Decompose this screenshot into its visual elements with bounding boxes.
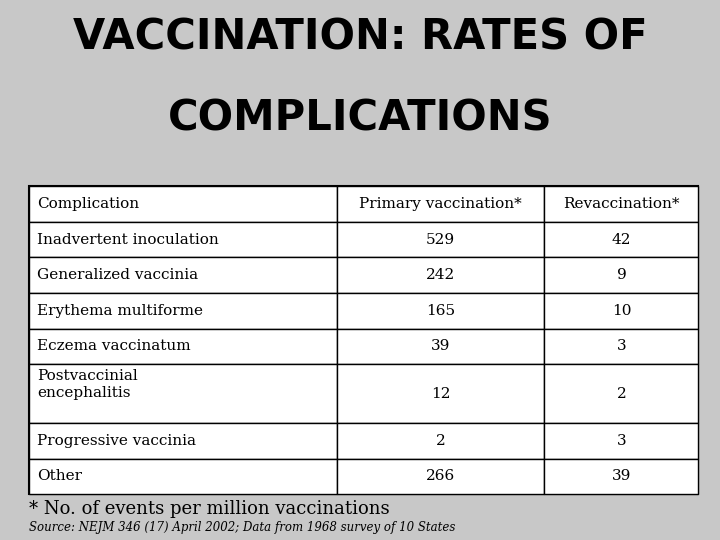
Bar [29, 329, 337, 364]
Text: 242: 242 [426, 268, 455, 282]
Text: Source: NEJM 346 (17) April 2002; Data from 1968 survey of 10 States: Source: NEJM 346 (17) April 2002; Data f… [29, 521, 455, 534]
Bar [29, 423, 337, 458]
Text: Generalized vaccinia: Generalized vaccinia [37, 268, 199, 282]
Text: * No. of events per million vaccinations: * No. of events per million vaccinations [29, 500, 390, 517]
Bar [29, 186, 337, 222]
Text: Progressive vaccinia: Progressive vaccinia [37, 434, 197, 448]
Bar [544, 329, 698, 364]
Text: COMPLICATIONS: COMPLICATIONS [168, 97, 552, 139]
Bar [337, 222, 544, 258]
Text: Complication: Complication [37, 197, 140, 211]
Bar [544, 458, 698, 494]
Text: 3: 3 [616, 434, 626, 448]
Bar [337, 186, 544, 222]
Text: 2: 2 [616, 387, 626, 401]
Text: 39: 39 [431, 340, 450, 353]
Text: 529: 529 [426, 233, 455, 247]
Bar [29, 222, 337, 258]
Bar [337, 423, 544, 458]
Text: Erythema multiforme: Erythema multiforme [37, 304, 204, 318]
Bar [29, 458, 337, 494]
Bar [544, 258, 698, 293]
Bar [544, 364, 698, 423]
Bar [544, 423, 698, 458]
Text: 12: 12 [431, 387, 450, 401]
Text: Primary vaccination*: Primary vaccination* [359, 197, 522, 211]
Text: Postvaccinial
encephalitis: Postvaccinial encephalitis [37, 368, 138, 400]
Bar [29, 364, 337, 423]
Bar [337, 293, 544, 329]
Bar [544, 186, 698, 222]
Text: 39: 39 [612, 469, 631, 483]
Bar [337, 329, 544, 364]
Text: Inadvertent inoculation: Inadvertent inoculation [37, 233, 219, 247]
Text: 165: 165 [426, 304, 455, 318]
Bar [337, 258, 544, 293]
Bar [29, 293, 337, 329]
Bar [337, 364, 544, 423]
Text: Other: Other [37, 469, 82, 483]
Text: 9: 9 [616, 268, 626, 282]
Text: Revaccination*: Revaccination* [563, 197, 680, 211]
Text: 10: 10 [612, 304, 631, 318]
Text: 266: 266 [426, 469, 455, 483]
Bar [29, 258, 337, 293]
Text: 2: 2 [436, 434, 446, 448]
Bar [544, 222, 698, 258]
Bar [337, 458, 544, 494]
Text: Eczema vaccinatum: Eczema vaccinatum [37, 340, 191, 353]
Bar [29, 186, 698, 494]
Text: 42: 42 [612, 233, 631, 247]
Text: VACCINATION: RATES OF: VACCINATION: RATES OF [73, 16, 647, 58]
Text: 3: 3 [616, 340, 626, 353]
Bar [544, 293, 698, 329]
